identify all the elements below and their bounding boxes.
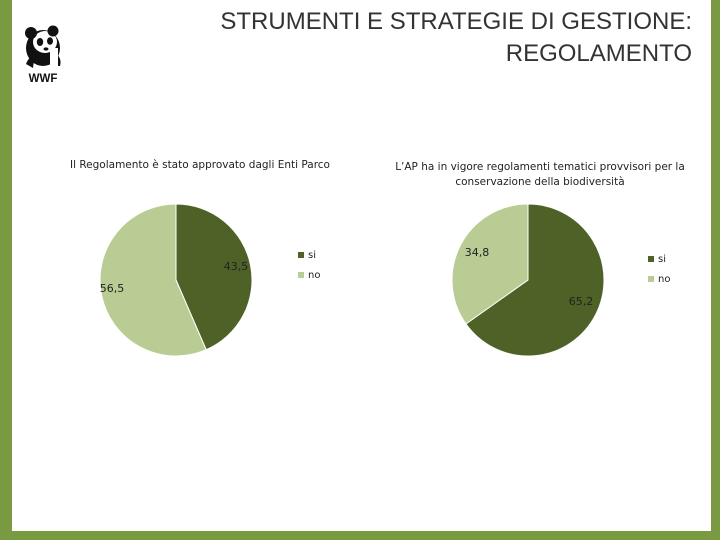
chart-1-legend-swatch-no — [298, 272, 304, 278]
chart-1-legend-swatch-si — [298, 252, 304, 258]
chart-2-legend-label-si: si — [658, 254, 666, 265]
chart-2-data-label-si: 65,2 — [569, 295, 594, 308]
chart-2-legend-label-no: no — [658, 274, 670, 285]
chart-1-slice-si — [175, 203, 253, 351]
chart-2-legend-swatch-no — [648, 276, 654, 282]
slide-title-line-2: REGOLAMENTO — [505, 40, 692, 67]
slide-title: STRUMENTI E STRATEGIE DI GESTIONE: REGOL… — [92, 6, 692, 70]
chart-1-legend-label-si: si — [308, 250, 316, 261]
chart-2-data-label-no: 34,8 — [465, 246, 490, 259]
chart-1-data-label-no: 56,5 — [100, 282, 125, 295]
chart-1-title: Il Regolamento è stato approvato dagli E… — [70, 159, 330, 171]
chart-1-data-label-si: 43,5 — [224, 260, 249, 273]
chart-1-slice-no — [99, 203, 207, 357]
chart-2-slice-no — [451, 203, 529, 325]
slide-title-line-1: STRUMENTI E STRATEGIE DI GESTIONE: — [220, 8, 692, 35]
chart-1-legend-label-no: no — [308, 270, 320, 281]
chart-2-slice-si — [465, 203, 605, 357]
wwf-panda-logo: WWF — [25, 25, 61, 85]
chart-2-legend-swatch-si — [648, 256, 654, 262]
logo-text: WWF — [29, 73, 58, 85]
chart-2-title: L’AP ha in vigore regolamenti tematici p… — [395, 161, 685, 188]
